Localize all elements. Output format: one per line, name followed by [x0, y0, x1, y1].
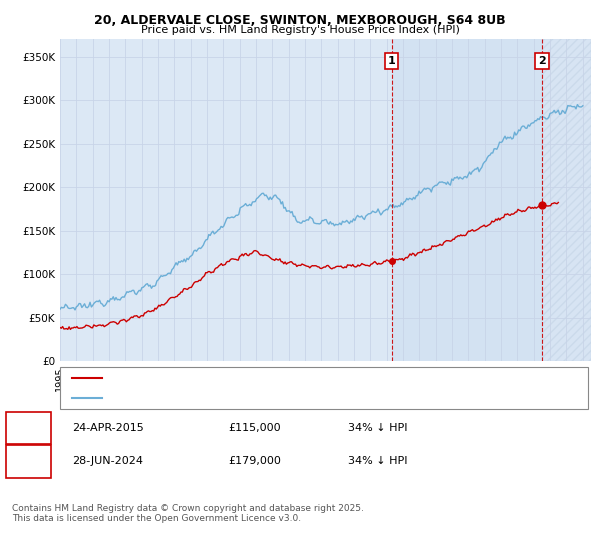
Text: 2: 2 — [538, 56, 546, 66]
Text: £179,000: £179,000 — [228, 456, 281, 466]
Bar — [542, 39, 591, 361]
Text: 24-APR-2015: 24-APR-2015 — [72, 423, 144, 433]
Bar — [392, 39, 542, 361]
Text: 34% ↓ HPI: 34% ↓ HPI — [348, 456, 407, 466]
Text: 1: 1 — [25, 423, 32, 433]
Text: Price paid vs. HM Land Registry's House Price Index (HPI): Price paid vs. HM Land Registry's House … — [140, 25, 460, 35]
Text: 28-JUN-2024: 28-JUN-2024 — [72, 456, 143, 466]
Text: 20, ALDERVALE CLOSE, SWINTON, MEXBOROUGH, S64 8UB (detached house): 20, ALDERVALE CLOSE, SWINTON, MEXBOROUGH… — [108, 373, 511, 383]
Text: HPI: Average price, detached house, Rotherham: HPI: Average price, detached house, Roth… — [108, 393, 358, 403]
Text: 34% ↓ HPI: 34% ↓ HPI — [348, 423, 407, 433]
Text: £115,000: £115,000 — [228, 423, 281, 433]
Text: Contains HM Land Registry data © Crown copyright and database right 2025.
This d: Contains HM Land Registry data © Crown c… — [12, 504, 364, 524]
Text: 20, ALDERVALE CLOSE, SWINTON, MEXBOROUGH, S64 8UB: 20, ALDERVALE CLOSE, SWINTON, MEXBOROUGH… — [94, 14, 506, 27]
Text: 2: 2 — [25, 456, 32, 466]
Text: 1: 1 — [388, 56, 395, 66]
